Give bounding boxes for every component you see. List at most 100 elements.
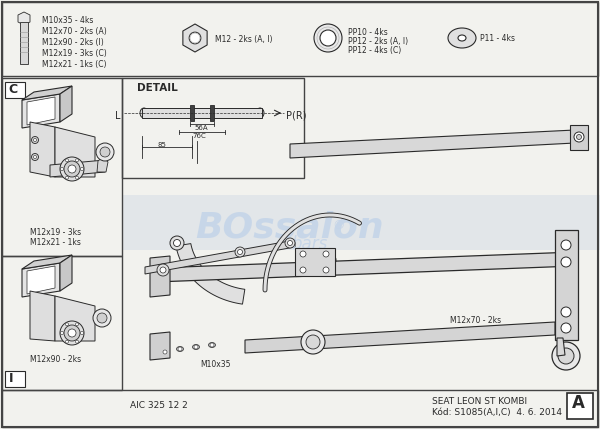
Circle shape: [100, 147, 110, 157]
Circle shape: [314, 24, 342, 52]
Text: 85: 85: [157, 142, 166, 148]
Text: M12x90 - 2ks: M12x90 - 2ks: [30, 355, 81, 364]
Text: M12 - 2ks (A, I): M12 - 2ks (A, I): [215, 35, 272, 44]
Circle shape: [287, 241, 293, 245]
Polygon shape: [570, 125, 588, 150]
Bar: [2, 2, 598, 76]
Circle shape: [60, 157, 84, 181]
Circle shape: [170, 236, 184, 250]
Circle shape: [574, 132, 584, 142]
Ellipse shape: [176, 347, 184, 351]
Circle shape: [558, 348, 574, 364]
Circle shape: [80, 332, 83, 335]
Circle shape: [32, 154, 38, 160]
Text: 56A: 56A: [194, 125, 208, 131]
Text: ®: ®: [332, 220, 344, 233]
Polygon shape: [150, 332, 170, 360]
Circle shape: [552, 342, 580, 370]
Polygon shape: [18, 12, 30, 25]
Polygon shape: [22, 263, 60, 297]
Text: DETAIL: DETAIL: [137, 83, 178, 93]
Bar: [142, 108, 262, 118]
Bar: [5, 82, 25, 98]
Circle shape: [76, 176, 79, 179]
Circle shape: [68, 165, 76, 173]
Bar: [190, 105, 194, 121]
Text: M12x70 - 2ks (A): M12x70 - 2ks (A): [42, 27, 107, 36]
Ellipse shape: [209, 342, 215, 347]
Text: M12x19 - 3ks (C): M12x19 - 3ks (C): [42, 49, 107, 58]
Bar: [2, 390, 598, 427]
Circle shape: [320, 30, 336, 46]
Polygon shape: [145, 240, 295, 274]
Text: M12x21 - 1ks (C): M12x21 - 1ks (C): [42, 60, 107, 69]
Circle shape: [64, 161, 80, 177]
Polygon shape: [97, 157, 108, 172]
Circle shape: [323, 251, 329, 257]
Circle shape: [65, 176, 68, 179]
Circle shape: [210, 343, 214, 347]
Text: PP10 - 4ks: PP10 - 4ks: [348, 28, 388, 37]
Bar: [122, 195, 600, 250]
Circle shape: [561, 307, 571, 317]
Polygon shape: [183, 24, 207, 52]
Circle shape: [157, 264, 169, 276]
Polygon shape: [20, 22, 28, 64]
Bar: [2, 78, 122, 256]
Bar: [210, 105, 214, 121]
Ellipse shape: [448, 28, 476, 48]
Polygon shape: [290, 130, 575, 158]
Polygon shape: [50, 160, 105, 177]
Circle shape: [577, 135, 581, 139]
Circle shape: [65, 323, 68, 326]
Circle shape: [323, 267, 329, 273]
Polygon shape: [27, 97, 55, 125]
Circle shape: [189, 32, 201, 44]
Circle shape: [561, 257, 571, 267]
Ellipse shape: [140, 108, 148, 118]
Polygon shape: [555, 230, 578, 340]
Circle shape: [561, 323, 571, 333]
Text: SEAT LEON ST KOMBI: SEAT LEON ST KOMBI: [432, 396, 527, 405]
Circle shape: [160, 267, 166, 273]
Text: 76C: 76C: [192, 133, 206, 139]
Bar: [122, 78, 304, 178]
Circle shape: [68, 329, 76, 337]
Polygon shape: [55, 127, 95, 177]
Circle shape: [34, 155, 37, 158]
Circle shape: [178, 347, 182, 351]
Circle shape: [34, 139, 37, 142]
Polygon shape: [30, 122, 55, 177]
Bar: [295, 248, 335, 276]
Circle shape: [238, 250, 242, 254]
Circle shape: [235, 247, 245, 257]
Circle shape: [324, 254, 336, 266]
Text: BOssalon: BOssalon: [196, 211, 385, 245]
Text: I: I: [9, 372, 14, 385]
Circle shape: [285, 238, 295, 248]
Polygon shape: [22, 255, 72, 269]
Circle shape: [163, 350, 167, 354]
Circle shape: [65, 159, 68, 162]
Text: bars: bars: [292, 235, 328, 253]
Circle shape: [97, 313, 107, 323]
Text: AIC 325 12 2: AIC 325 12 2: [130, 401, 188, 410]
Bar: [5, 371, 25, 387]
Circle shape: [76, 340, 79, 343]
Text: M10x35 - 4ks: M10x35 - 4ks: [42, 16, 94, 25]
Text: PP12 - 4ks (C): PP12 - 4ks (C): [348, 46, 401, 55]
Polygon shape: [557, 338, 565, 356]
Circle shape: [300, 251, 306, 257]
Polygon shape: [60, 255, 72, 291]
Polygon shape: [155, 252, 575, 282]
Ellipse shape: [458, 35, 466, 41]
Polygon shape: [27, 266, 55, 294]
Circle shape: [60, 321, 84, 345]
Text: PP12 - 2ks (A, I): PP12 - 2ks (A, I): [348, 37, 408, 46]
Bar: [2, 256, 122, 390]
Polygon shape: [30, 291, 55, 341]
Text: A: A: [572, 394, 585, 412]
Circle shape: [301, 330, 325, 354]
Bar: [567, 393, 593, 419]
Circle shape: [93, 309, 111, 327]
